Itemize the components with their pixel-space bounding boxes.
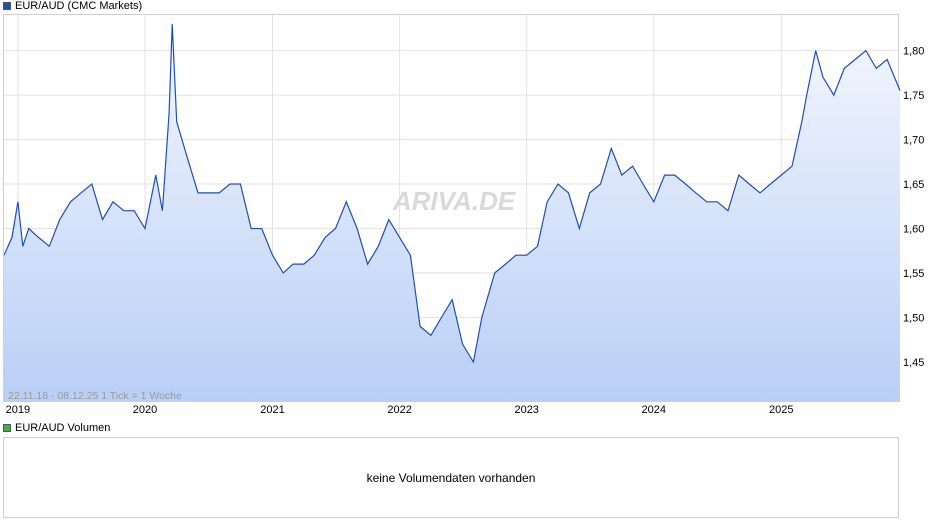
y-tick-label: 1,45 (903, 357, 924, 369)
price-line (4, 23, 901, 364)
y-tick-label: 1,50 (903, 312, 924, 324)
volume-legend-swatch (3, 424, 11, 432)
x-axis: 2019 2020 2021 2022 2023 2024 2025 (6, 404, 794, 415)
x-tick-label: 2024 (642, 404, 666, 415)
x-tick-label: 2019 (6, 404, 30, 415)
price-legend: EUR/AUD (CMC Markets) (3, 0, 142, 12)
y-tick-label: 1,75 (903, 90, 924, 102)
price-legend-label: EUR/AUD (CMC Markets) (15, 0, 143, 12)
y-tick-label: 1,70 (903, 135, 924, 147)
x-tick-label: 2025 (769, 404, 793, 415)
price-area (4, 23, 900, 403)
y-tick-label: 1,60 (903, 224, 924, 236)
volume-chart-panel: keine Volumendaten vorhanden (3, 437, 899, 518)
x-tick-label: 2022 (387, 404, 411, 415)
x-tick-label: 2023 (514, 404, 538, 415)
y-axis: 1,45 1,50 1,55 1,60 1,65 1,70 1,75 1,80 (903, 46, 924, 369)
price-chart-panel: ARIVA.DE 1,45 1,50 1,55 1,60 1,65 1,70 1,75 1,8… (3, 14, 924, 415)
volume-legend: EUR/AUD Volumen (3, 422, 110, 434)
y-tick-label: 1,55 (903, 268, 924, 280)
x-tick-label: 2021 (260, 404, 284, 415)
x-tick-label: 2020 (133, 404, 157, 415)
price-chart: ARIVA.DE 1,45 1,50 1,55 1,60 1,65 1,70 1,75 1,8… (4, 15, 924, 415)
price-legend-swatch (3, 2, 11, 10)
no-volume-message: keine Volumendaten vorhanden (366, 471, 536, 485)
volume-legend-label: EUR/AUD Volumen (15, 422, 111, 434)
watermark: ARIVA.DE (392, 186, 516, 216)
y-tick-label: 1,80 (903, 46, 924, 58)
date-range-info: 22.11.18 - 08.12.25 1 Tick = 1 Woche (8, 390, 182, 402)
y-tick-label: 1,65 (903, 179, 924, 191)
